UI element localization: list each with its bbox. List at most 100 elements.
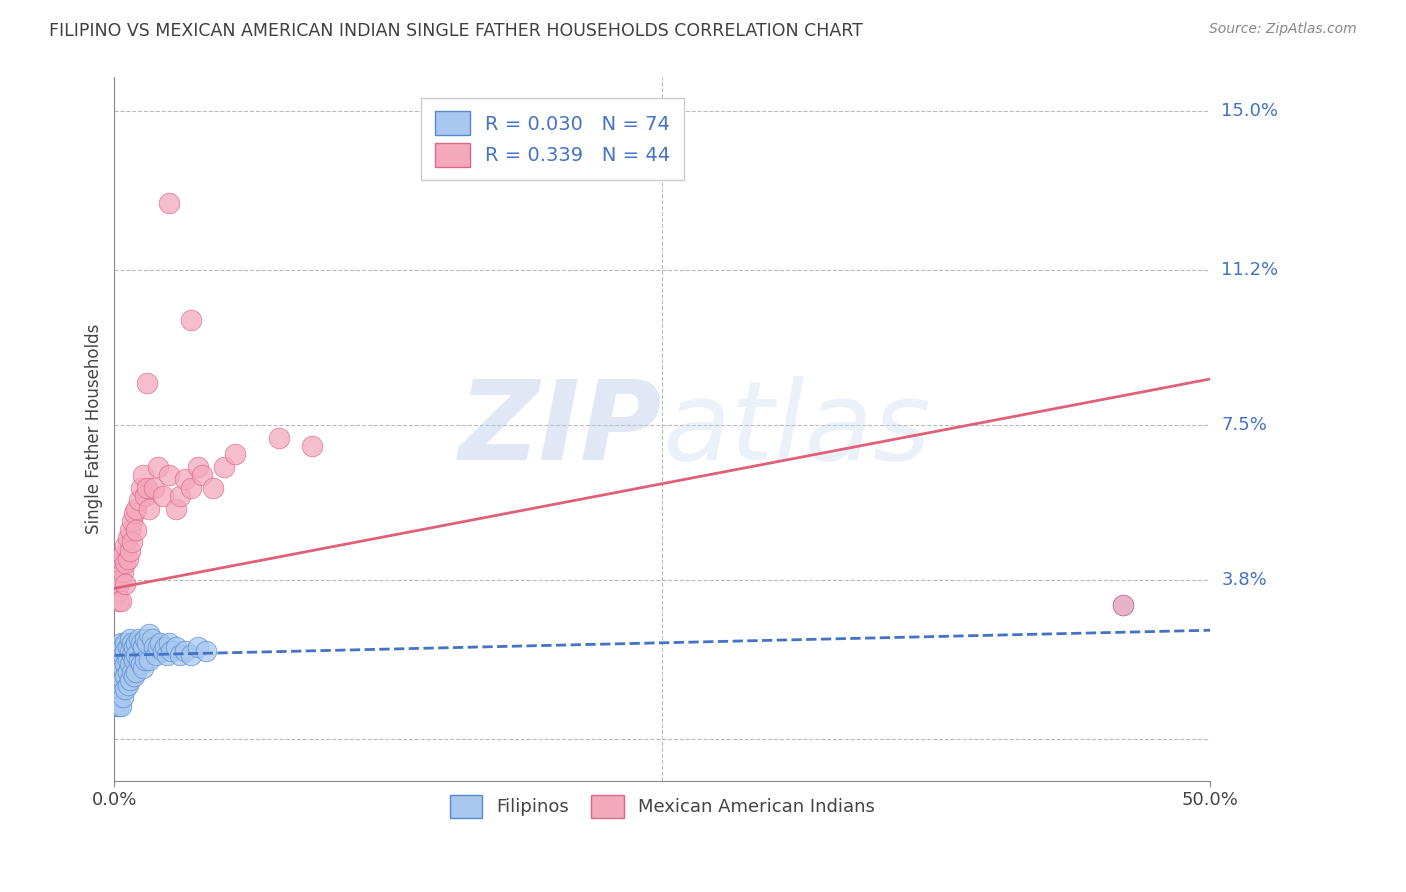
Point <box>112 548 135 562</box>
Text: 15.0%: 15.0% <box>1222 102 1278 120</box>
Point <box>110 644 132 658</box>
Point <box>195 644 218 658</box>
Point <box>128 632 150 646</box>
Point <box>121 514 143 528</box>
Point <box>117 678 139 692</box>
Point <box>112 648 135 663</box>
Point <box>129 481 152 495</box>
Point <box>107 698 129 713</box>
Point <box>107 648 129 663</box>
Point <box>110 556 132 570</box>
Point <box>149 636 172 650</box>
Point <box>138 652 160 666</box>
Point <box>129 636 152 650</box>
Text: Source: ZipAtlas.com: Source: ZipAtlas.com <box>1209 22 1357 37</box>
Point <box>191 468 214 483</box>
Point <box>105 681 128 696</box>
Point <box>142 640 165 654</box>
Point <box>112 673 135 688</box>
Point <box>125 501 148 516</box>
Point <box>132 468 155 483</box>
Point <box>118 632 141 646</box>
Point <box>1111 598 1133 612</box>
Point <box>105 648 128 663</box>
Point <box>110 636 132 650</box>
Point <box>180 648 202 663</box>
Legend: Filipinos, Mexican American Indians: Filipinos, Mexican American Indians <box>443 789 882 825</box>
Point <box>107 678 129 692</box>
Point <box>157 636 180 650</box>
Point <box>114 644 136 658</box>
Point <box>180 481 202 495</box>
Text: 11.2%: 11.2% <box>1222 261 1278 279</box>
Point <box>301 439 323 453</box>
Point <box>117 552 139 566</box>
Point <box>105 657 128 671</box>
Point <box>117 652 139 666</box>
Point <box>134 632 156 646</box>
Point <box>121 636 143 650</box>
Point <box>152 489 174 503</box>
Point <box>160 644 183 658</box>
Point <box>107 657 129 671</box>
Point <box>180 313 202 327</box>
Point <box>224 447 246 461</box>
Point <box>118 657 141 671</box>
Point <box>136 376 159 391</box>
Point <box>187 640 209 654</box>
Point <box>114 577 136 591</box>
Point <box>110 669 132 683</box>
Point <box>138 501 160 516</box>
Point <box>173 473 195 487</box>
Point <box>165 640 187 654</box>
Point <box>112 640 135 654</box>
Point <box>121 648 143 663</box>
Point <box>110 657 132 671</box>
Point <box>118 673 141 688</box>
Point <box>112 565 135 579</box>
Point <box>114 636 136 650</box>
Point <box>267 431 290 445</box>
Point <box>128 652 150 666</box>
Point <box>125 665 148 679</box>
Point <box>114 669 136 683</box>
Point <box>125 636 148 650</box>
Point <box>107 640 129 654</box>
Point <box>141 632 163 646</box>
Y-axis label: Single Father Households: Single Father Households <box>86 324 103 534</box>
Point <box>114 540 136 554</box>
Text: FILIPINO VS MEXICAN AMERICAN INDIAN SINGLE FATHER HOUSEHOLDS CORRELATION CHART: FILIPINO VS MEXICAN AMERICAN INDIAN SING… <box>49 22 863 40</box>
Point <box>110 698 132 713</box>
Point <box>136 636 159 650</box>
Point <box>169 648 191 663</box>
Point <box>122 506 145 520</box>
Point <box>156 648 179 663</box>
Point <box>117 640 139 654</box>
Point <box>122 640 145 654</box>
Point <box>153 640 176 654</box>
Point <box>145 648 167 663</box>
Point <box>117 531 139 545</box>
Point <box>110 594 132 608</box>
Point <box>107 565 129 579</box>
Point <box>107 577 129 591</box>
Point <box>134 652 156 666</box>
Point <box>107 690 129 705</box>
Point <box>107 669 129 683</box>
Point <box>105 585 128 599</box>
Point <box>105 669 128 683</box>
Point <box>1111 598 1133 612</box>
Point <box>105 698 128 713</box>
Point <box>122 652 145 666</box>
Point <box>134 489 156 503</box>
Point <box>129 657 152 671</box>
Point <box>114 657 136 671</box>
Point <box>187 459 209 474</box>
Point <box>114 556 136 570</box>
Point <box>118 644 141 658</box>
Point <box>136 481 159 495</box>
Point <box>157 468 180 483</box>
Point <box>118 543 141 558</box>
Point <box>128 493 150 508</box>
Point <box>148 640 170 654</box>
